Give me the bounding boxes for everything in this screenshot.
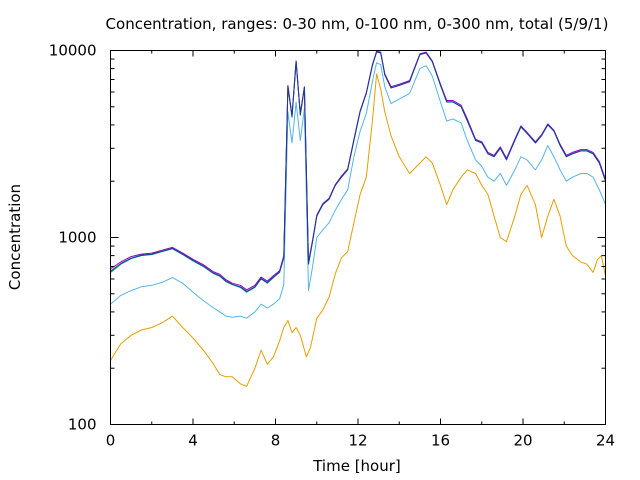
x-tick-label: 16 [431, 432, 450, 450]
series-line-5 [110, 51, 606, 292]
x-tick-label: 20 [513, 432, 532, 450]
x-tick-label: 4 [188, 432, 198, 450]
plot-frame [110, 50, 606, 425]
x-tick-label: 8 [271, 432, 281, 450]
series-layer [110, 50, 606, 387]
series-line-4 [110, 50, 606, 291]
y-axis-label: Concentration [6, 184, 24, 290]
x-tick-label: 12 [348, 432, 367, 450]
y-tick-label: 100 [68, 416, 97, 434]
x-tick-label: 0 [106, 432, 116, 450]
chart-title: Concentration, ranges: 0-30 nm, 0-100 nm… [106, 15, 609, 33]
series-line-2 [110, 62, 606, 319]
tick-layer: 0 4 8 12 16 20 24 100 1000 10000 [49, 42, 615, 450]
series-line-1 [110, 73, 606, 387]
x-axis-label: Time [hour] [312, 457, 401, 475]
y-tick-label: 10000 [49, 42, 97, 60]
x-tick-label: 24 [596, 432, 615, 450]
y-tick-label: 1000 [58, 229, 96, 247]
series-line-3 [110, 51, 606, 293]
